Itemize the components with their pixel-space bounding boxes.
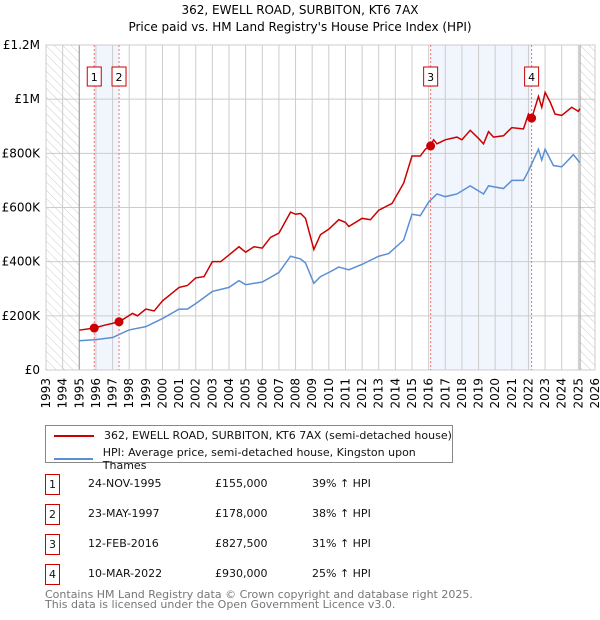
sale-price: £827,500 [215,537,268,550]
sale-label-number: 4 [528,71,535,84]
chart-title: 362, EWELL ROAD, SURBITON, KT6 7AX [181,3,418,17]
sale-label-border [423,66,439,87]
legend: 362, EWELL ROAD, SURBITON, KT6 7AX (semi… [45,425,453,472]
x-tick-label: 1996 [89,378,103,409]
x-tick-label: 2023 [538,378,552,409]
sale-number-badge: 3 [45,534,60,555]
sale-label-border [111,66,127,87]
x-tick-label: 2012 [355,378,369,409]
sale-hpi-change: 39% ↑ HPI [312,477,371,490]
x-tick-label: 2024 [555,378,569,409]
sale-point [89,323,99,333]
x-tick-label: 2014 [388,378,402,409]
x-tick-label: 2003 [205,378,219,409]
x-tick-label: 2015 [405,378,419,409]
y-tick-label: £1.2M [3,38,40,52]
sale-number-badge: 1 [45,474,60,495]
hpi-line [79,147,581,342]
x-tick-label: 2000 [155,378,169,409]
x-tick-label: 2006 [255,378,269,409]
y-tick-label: £400K [2,255,42,269]
sale-date: 12-FEB-2016 [88,537,159,550]
x-tick-label: 2013 [372,378,386,409]
y-tick-label: £800K [2,146,42,160]
sale-label-number: 1 [91,71,98,84]
sale-label-number: 2 [116,71,123,84]
sale-row: 1 24-NOV-1995 £155,000 39% ↑ HPI [45,474,465,495]
x-tick-label: 2020 [488,378,502,409]
x-tick-label: 2007 [272,378,286,409]
x-tick-label: 2016 [422,378,436,409]
y-tick-label: £1M [14,92,40,106]
x-tick-label: 2009 [305,378,319,409]
sale-label-border [524,66,540,87]
legend-item-hpi: HPI: Average price, semi-detached house,… [54,446,452,472]
sale-hpi-change: 38% ↑ HPI [312,507,371,520]
x-tick-label: 2001 [172,378,186,409]
sale-label-box: 3 [423,66,439,87]
x-tick-label: 2002 [189,378,203,409]
price-chart: 362, EWELL ROAD, SURBITON, KT6 7AX Price… [2,3,600,409]
legend-swatch-blue [54,458,93,460]
legend-label: 362, EWELL ROAD, SURBITON, KT6 7AX (semi… [104,429,452,442]
x-tick-label: 2019 [472,378,486,409]
sale-row: 3 12-FEB-2016 £827,500 31% ↑ HPI [45,534,465,555]
sale-hpi-change: 31% ↑ HPI [312,537,371,550]
sale-label-number: 3 [427,71,434,84]
sale-row: 2 23-MAY-1997 £178,000 38% ↑ HPI [45,504,465,525]
x-tick-label: 2004 [222,378,236,409]
legend-label: HPI: Average price, semi-detached house,… [102,446,416,472]
footer-copyright: Contains HM Land Registry data © Crown c… [45,588,473,601]
sale-row: 4 10-MAR-2022 £930,000 25% ↑ HPI [45,564,465,585]
y-tick-label: £0 [25,363,40,377]
price-paid-line [79,90,581,331]
x-tick-label: 2022 [521,378,535,409]
sale-point [114,317,124,327]
sale-date: 10-MAR-2022 [88,567,163,580]
footer-licence: This data is licensed under the Open Gov… [45,598,396,611]
x-tick-label: 1995 [72,378,86,409]
x-tick-label: 2021 [505,378,519,409]
sale-point [527,113,537,123]
x-tick-label: 2008 [289,378,303,409]
sale-hpi-change: 25% ↑ HPI [312,567,371,580]
y-tick-label: £200K [2,309,42,323]
legend-item-property: 362, EWELL ROAD, SURBITON, KT6 7AX (semi… [54,429,452,442]
chart-subtitle: Price paid vs. HM Land Registry's House … [128,20,471,34]
footer: Contains HM Land Registry data © Crown c… [45,588,473,611]
sale-price: £930,000 [215,567,268,580]
y-tick-label: £600K [2,201,42,215]
x-tick-label: 2011 [338,378,352,409]
x-tick-label: 2017 [438,378,452,409]
sale-label-box: 2 [111,66,127,87]
x-tick-label: 1998 [122,378,136,409]
sale-label-box: 1 [86,66,102,87]
x-tick-label: 1999 [139,378,153,409]
sale-date: 24-NOV-1995 [88,477,162,490]
sale-label-box: 4 [524,66,540,87]
sale-point [426,141,436,151]
x-tick-label: 2026 [588,378,600,409]
x-tick-label: 2010 [322,378,336,409]
x-tick-label: 2018 [455,378,469,409]
sale-number-badge: 4 [45,564,60,585]
x-tick-label: 2005 [239,378,253,409]
x-tick-label: 1993 [39,378,53,409]
legend-swatch-red [54,434,94,437]
sale-price: £155,000 [215,477,268,490]
sale-price: £178,000 [215,507,268,520]
sale-label-border [86,66,102,87]
x-tick-label: 1997 [106,378,120,409]
sale-date: 23-MAY-1997 [88,507,160,520]
plot-frame [45,44,596,371]
x-tick-label: 1994 [56,378,70,409]
x-tick-label: 2025 [571,378,585,409]
sale-number-badge: 2 [45,504,60,525]
